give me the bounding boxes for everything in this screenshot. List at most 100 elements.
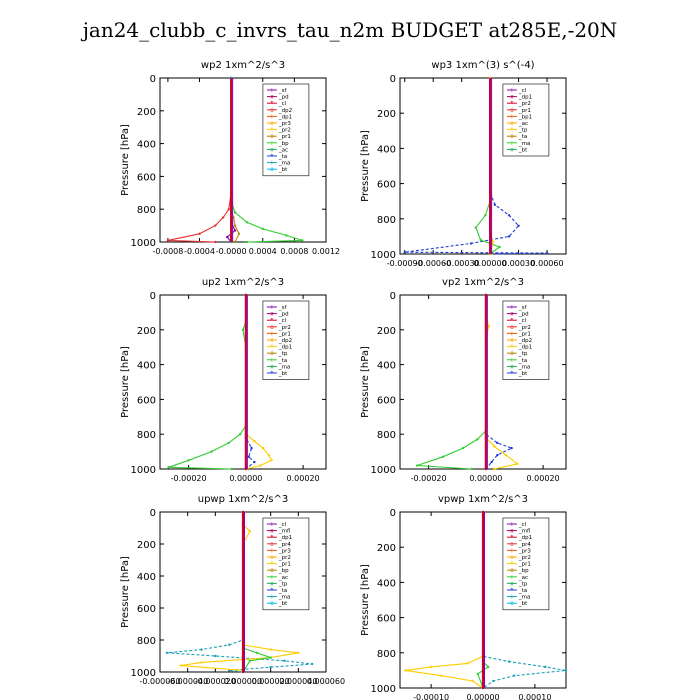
- y-tick-label: 600: [377, 180, 396, 191]
- x-tick-label: 0.00020: [527, 474, 560, 483]
- x-tick-label: 0.00010: [518, 693, 551, 700]
- legend-label: _tp: [278, 351, 288, 357]
- series-line: [166, 512, 313, 673]
- x-tick-label: 0.00060: [530, 259, 563, 268]
- legend-label: _bt: [278, 601, 288, 607]
- x-tick-label: -0.0000: [216, 247, 247, 256]
- legend-marker: +: [269, 547, 274, 554]
- legend-marker: o: [270, 107, 274, 114]
- y-tick-label: 600: [377, 395, 396, 406]
- data-point: [496, 441, 499, 445]
- legend-marker: o: [270, 166, 274, 173]
- legend-label: _bp: [278, 141, 289, 147]
- data-point: [248, 530, 252, 533]
- data-point: [486, 665, 490, 669]
- y-axis-label: Pressure [hPa]: [360, 564, 371, 636]
- data-point: [493, 203, 497, 206]
- data-point: [498, 245, 501, 249]
- y-tick-label: 400: [137, 572, 156, 583]
- legend-marker: *: [270, 561, 273, 568]
- data-point: [250, 446, 253, 450]
- legend-marker: +: [269, 330, 274, 337]
- data-point: [167, 466, 170, 469]
- legend-marker: x: [510, 554, 514, 561]
- data-point: [248, 659, 252, 662]
- legend-marker: *: [510, 100, 513, 107]
- data-point: [512, 674, 516, 677]
- x-tick-label: 0.000060: [307, 677, 345, 686]
- data-point: [403, 251, 406, 254]
- legend-marker: +: [509, 547, 514, 554]
- data-point: [496, 453, 499, 457]
- legend-marker: x: [270, 580, 274, 587]
- y-tick-label: 600: [137, 172, 156, 183]
- chart-title: wp2 1xm^2/s^3: [201, 60, 285, 71]
- legend-label: _tp: [278, 581, 288, 587]
- legend-marker: x: [270, 337, 274, 344]
- legend-label: _ta: [518, 134, 527, 140]
- x-tick-label: -0.00020: [171, 474, 207, 483]
- legend-marker: +: [509, 594, 514, 601]
- chart-panel-4: vp2 1xm^2/s^3 Pressure [hPa] 0 200 400 600 800…: [360, 277, 567, 483]
- legend-label: _mfl: [518, 529, 531, 535]
- data-point: [233, 224, 237, 227]
- legend-label: _pr1: [518, 331, 531, 337]
- y-tick-label: 200: [377, 543, 396, 554]
- data-point: [269, 648, 272, 651]
- y-tick-label: 400: [377, 144, 396, 155]
- x-tick-label: -0.000020: [195, 677, 236, 686]
- legend-marker: *: [510, 370, 513, 377]
- y-tick-label: 600: [377, 614, 396, 625]
- chart-title: vp2 1xm^2/s^3: [442, 277, 524, 288]
- legend-box: [502, 83, 550, 157]
- legend-label: _sf: [518, 305, 528, 311]
- data-point: [490, 460, 493, 464]
- data-point: [545, 251, 549, 255]
- data-point: [238, 433, 242, 436]
- legend-marker: x: [270, 311, 274, 318]
- data-point: [261, 446, 265, 450]
- legend-label: _ta: [518, 358, 527, 364]
- legend-marker: x: [510, 311, 514, 318]
- legend-label: _pd: [278, 312, 289, 318]
- legend-marker: x: [510, 363, 514, 370]
- legend-marker: o: [270, 541, 274, 548]
- legend-label: _pr1: [278, 562, 291, 568]
- series-line: [167, 78, 232, 243]
- data-point: [415, 464, 419, 467]
- y-tick-label: 800: [377, 215, 396, 226]
- legend-marker: *: [270, 153, 273, 160]
- chart-panel-6: vpwp 1xm^2/s^3 Pressure [hPa] 0 200 400 600 80…: [360, 494, 568, 700]
- legend-label: _pr2: [278, 555, 291, 561]
- data-point: [517, 224, 520, 228]
- y-tick-label: 400: [377, 578, 396, 589]
- plot-frame: [399, 77, 567, 255]
- data-point: [245, 240, 249, 244]
- data-point: [233, 229, 237, 232]
- legend-label: _dp1: [278, 114, 292, 120]
- data-point: [469, 242, 473, 245]
- legend-label: _cl: [278, 318, 287, 324]
- data-point: [470, 467, 473, 471]
- legend-label: _bp: [518, 568, 529, 574]
- legend-marker: +: [509, 140, 514, 147]
- legend-label: _tp: [518, 128, 528, 134]
- data-point: [516, 462, 519, 465]
- x-tick-label: 0.0008: [280, 247, 308, 256]
- legend-label: _pr2: [278, 325, 291, 331]
- x-tick-label: -0.000060: [139, 677, 180, 686]
- chart-title: up2 1xm^2/s^3: [202, 277, 284, 288]
- data-point: [564, 669, 568, 672]
- legend-marker: o: [510, 600, 514, 607]
- legend-label: _pr2: [518, 325, 531, 331]
- data-point: [510, 446, 513, 450]
- data-point: [492, 679, 495, 683]
- legend-marker: o: [510, 541, 514, 548]
- y-tick-label: 800: [377, 430, 396, 441]
- legend-label: _bt: [518, 147, 528, 153]
- data-point: [493, 467, 496, 471]
- data-point: [440, 674, 443, 677]
- y-tick-label: 1000: [371, 684, 396, 695]
- legend-label: _pr1: [278, 134, 291, 140]
